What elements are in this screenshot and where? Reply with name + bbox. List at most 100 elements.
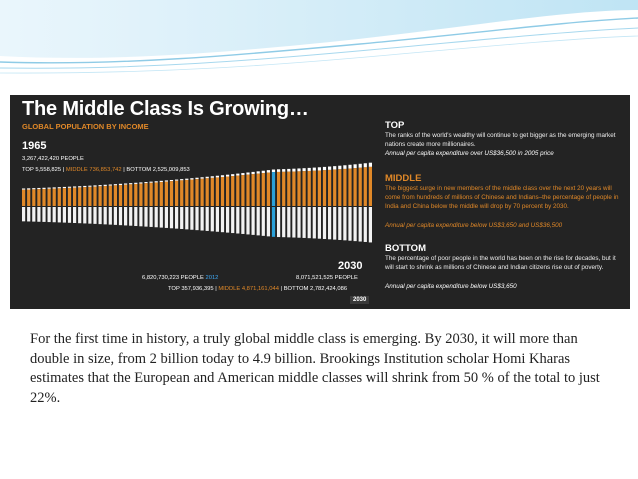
legend-panel: TOP The ranks of the world's wealthy wil… [385, 95, 630, 309]
end-people-count: 8,071,521,525 PEOPLE [296, 275, 358, 281]
bar-top-segment [292, 168, 296, 172]
end-bottom-count: BOTTOM 2,782,424,086 [283, 286, 348, 292]
bar-top-segment [83, 185, 87, 188]
bar-middle-segment [282, 171, 286, 206]
bar-bottom-segment [98, 207, 102, 225]
bar-middle-segment [236, 175, 240, 206]
end-year-tag: 2030 [350, 296, 370, 304]
bar-bottom-segment [368, 207, 372, 243]
bar-bottom-segment [139, 207, 143, 227]
infographic-subtitle: GLOBAL POPULATION BY INCOME [22, 122, 149, 131]
bar-top-segment [322, 166, 327, 171]
start-year-label: 1965 [22, 140, 47, 152]
bar-top-segment [338, 165, 342, 170]
bar-middle-segment [287, 171, 291, 206]
bar-bottom-segment [27, 207, 31, 222]
bar-middle-segment [27, 189, 31, 206]
bar-bottom-segment [113, 207, 117, 225]
bar-top-segment [343, 165, 347, 169]
bar-middle-segment [195, 179, 199, 206]
bar-middle-segment [368, 166, 372, 206]
bar-top-segment [190, 178, 194, 180]
bar-top-segment [118, 183, 123, 186]
bar-bottom-segment [169, 207, 174, 229]
bar-middle-segment [88, 186, 92, 206]
bar-top-segment [251, 171, 255, 175]
bar-top-segment [113, 184, 117, 186]
bar-middle-segment [149, 182, 153, 206]
bar-top-segment [124, 183, 128, 185]
bar-top-segment [185, 178, 189, 180]
middle-class-infographic: The Middle Class Is Growing… GLOBAL POPU… [10, 95, 630, 309]
bar-middle-segment [57, 188, 61, 206]
bar-top-segment [175, 179, 179, 181]
legend-middle-text: The biggest surge in new members of the … [385, 185, 619, 210]
bar-middle-segment [169, 181, 174, 206]
bar-middle-segment [93, 186, 97, 206]
bar-middle-segment [338, 169, 342, 206]
bar-bottom-segment [277, 207, 281, 238]
bar-middle-segment [103, 185, 107, 206]
bar-middle-segment [52, 188, 56, 206]
legend-bottom-text: The percentage of poor people in the wor… [385, 255, 616, 271]
bar-middle-segment [266, 172, 270, 206]
bar-bottom-segment [246, 207, 250, 235]
bar-middle-segment [353, 168, 357, 206]
bar-middle-segment [42, 188, 46, 206]
bar-bottom-segment [47, 207, 51, 223]
bar-top-segment [287, 168, 291, 172]
bar-bottom-segment [333, 207, 337, 240]
bar-bottom-segment [37, 207, 41, 222]
bar-middle-segment [297, 171, 301, 206]
bar-top-segment [302, 168, 306, 172]
bar-bottom-segment [210, 207, 214, 232]
bar-bottom-segment [353, 207, 357, 242]
legend-bottom-note: Annual per capita expenditure below US$3… [385, 283, 517, 290]
bar-top-segment [231, 174, 235, 177]
bar-middle-segment [317, 170, 321, 206]
bar-top-segment [37, 187, 41, 190]
bar-bottom-segment [175, 207, 179, 229]
bar-top-segment [98, 185, 102, 187]
bar-bottom-segment [205, 207, 209, 231]
bar-middle-segment [312, 170, 316, 206]
slide-caption: For the first time in history, a truly g… [30, 331, 600, 406]
bar-middle-segment [118, 185, 123, 206]
bar-bottom-segment [32, 207, 36, 222]
bar-top-segment [42, 187, 46, 189]
bar-top-segment [164, 180, 168, 182]
bar-bottom-segment [78, 207, 82, 224]
bar-top-segment [93, 185, 97, 187]
bar-middle-segment [231, 176, 235, 206]
legend-top-text: The ranks of the world's wealthy will co… [385, 132, 616, 148]
bar-middle-segment [108, 185, 112, 206]
bar-middle-segment [251, 174, 255, 206]
bar-top-segment [353, 164, 357, 169]
bar-bottom-segment [195, 207, 199, 231]
bar-top-segment [139, 182, 143, 184]
bar-middle-segment [83, 187, 87, 206]
bar-middle-segment [271, 172, 276, 206]
bar-top-segment [154, 181, 158, 183]
bar-middle-segment [277, 171, 281, 206]
bar-bottom-segment [67, 207, 72, 223]
legend-middle-note: Annual per capita expenditure below US$3… [385, 222, 563, 229]
bar-middle-segment [180, 180, 184, 206]
bar-bottom-segment [282, 207, 286, 238]
bar-top-segment [149, 181, 153, 183]
bar-top-segment [88, 185, 92, 187]
start-middle-count: MIDDLE 736,853,742 [65, 167, 122, 173]
bar-middle-segment [129, 184, 133, 206]
bar-bottom-segment [317, 207, 321, 239]
bar-top-segment [103, 184, 107, 186]
start-bottom-count: BOTTOM 2,525,009,853 [126, 167, 190, 173]
bar-top-segment [261, 170, 265, 174]
bar-middle-segment [139, 183, 143, 206]
bar-top-segment [180, 179, 184, 181]
bar-bottom-segment [226, 207, 230, 233]
bar-middle-segment [190, 179, 194, 206]
bar-top-segment [277, 169, 281, 172]
bar-middle-segment [47, 188, 51, 206]
bar-middle-segment [154, 182, 158, 206]
bar-top-segment [57, 187, 61, 189]
